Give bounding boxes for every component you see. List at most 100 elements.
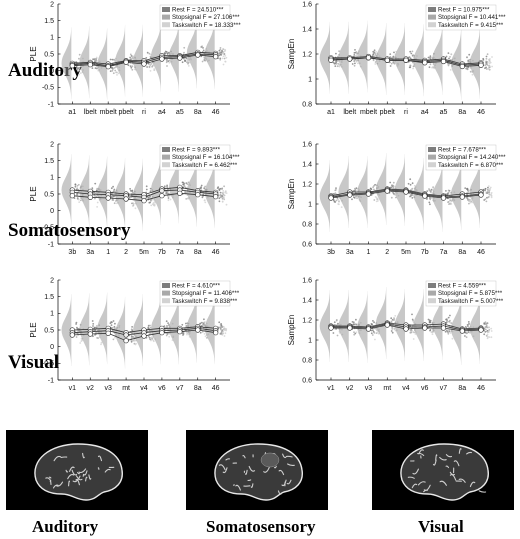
brain-outline — [214, 443, 303, 501]
series-mean-marker — [459, 194, 465, 200]
scatter-point — [491, 56, 493, 58]
scatter-point — [389, 56, 392, 58]
scatter-point — [446, 320, 448, 322]
scatter-point — [166, 65, 168, 67]
scatter-point — [132, 336, 135, 338]
scatter-point — [374, 63, 377, 65]
x-tick-label: 8a — [458, 385, 466, 392]
legend-entry: Stopsignal F = 5.875*** — [438, 290, 503, 297]
scatter-point — [490, 327, 493, 330]
scatter-point — [96, 201, 99, 204]
series-mean-marker — [422, 193, 428, 199]
scatter-point — [374, 183, 376, 186]
scatter-point — [484, 321, 487, 324]
violin-shape — [204, 292, 215, 365]
scatter-point — [221, 197, 224, 200]
scatter-point — [96, 337, 98, 339]
x-tick-label: v2 — [87, 385, 95, 392]
series-mean-marker — [105, 64, 111, 70]
scatter-point — [167, 199, 170, 202]
brain-icon — [34, 443, 123, 501]
scatter-point — [130, 328, 133, 331]
violin-shape — [115, 158, 126, 230]
scatter-point — [201, 321, 203, 324]
violin-shape — [186, 154, 197, 227]
scatter-point — [447, 331, 450, 334]
scatter-point — [332, 199, 335, 202]
scatter-point — [389, 53, 392, 55]
scatter-point — [483, 333, 486, 336]
scatter-point — [484, 67, 486, 70]
scatter-point — [221, 57, 224, 60]
scatter-point — [116, 74, 118, 76]
scatter-point — [430, 197, 433, 200]
scatter-point — [369, 188, 372, 190]
scatter-point — [185, 198, 188, 200]
scatter-point — [77, 198, 80, 201]
brain-sulcus — [218, 464, 226, 471]
scatter-point — [335, 187, 337, 190]
scatter-point — [76, 326, 78, 329]
brain-sulcus — [88, 474, 92, 480]
scatter-point — [109, 58, 112, 61]
brain-sulcus — [417, 452, 425, 457]
scatter-point — [374, 328, 377, 330]
scatter-point — [393, 319, 395, 321]
legend-swatch — [428, 162, 436, 168]
y-tick-label: 1.4 — [302, 26, 312, 33]
series-mean-marker — [422, 60, 428, 66]
brain-sulcus — [97, 467, 100, 470]
scatter-point — [149, 324, 151, 327]
y-tick-label: 0 — [50, 208, 54, 215]
scatter-point — [395, 196, 397, 199]
scatter-point — [355, 331, 358, 334]
legend-entry: Rest F = 9.893*** — [172, 147, 221, 154]
scatter-point — [219, 324, 222, 326]
legend-box — [159, 144, 231, 171]
scatter-point — [114, 69, 117, 72]
scatter-point — [225, 328, 228, 331]
x-tick-label: v2 — [346, 385, 354, 392]
y-tick-label: -0.5 — [42, 85, 54, 92]
scatter-point — [111, 69, 114, 72]
scatter-point — [133, 339, 136, 342]
scatter-point — [489, 61, 492, 64]
scatter-point — [370, 324, 373, 326]
legend-swatch — [162, 14, 170, 20]
scatter-point — [129, 56, 132, 59]
scatter-point — [76, 329, 79, 332]
series-mean-marker — [123, 338, 129, 344]
scatter-point — [467, 325, 469, 327]
scatter-point — [187, 62, 189, 65]
x-tick-label: 2 — [385, 249, 389, 256]
scatter-point — [334, 65, 337, 67]
legend-entry: Taskswitch F = 6.462*** — [172, 162, 238, 169]
scatter-point — [431, 331, 433, 333]
series-mean-marker — [440, 58, 447, 65]
scatter-point — [411, 197, 414, 199]
x-tick-label: 7a — [440, 249, 448, 256]
scatter-point — [351, 198, 353, 201]
scatter-point — [186, 59, 189, 61]
scatter-point — [334, 201, 337, 203]
brain-sulcus — [407, 476, 415, 479]
violin-shape — [151, 292, 161, 365]
brain-sulcus — [97, 455, 103, 462]
scatter-point — [429, 203, 431, 206]
brain-sulcus — [69, 466, 75, 472]
scatter-point — [91, 187, 94, 190]
y-tick-label: 1 — [50, 311, 54, 318]
scatter-point — [113, 190, 115, 193]
y-tick-label: -1 — [48, 241, 54, 248]
scatter-point — [110, 324, 113, 326]
series-mean-marker — [459, 328, 465, 334]
series-mean-marker — [328, 57, 334, 63]
scatter-point — [187, 198, 190, 200]
scatter-point — [412, 331, 415, 333]
scatter-point — [111, 58, 114, 61]
scatter-point — [223, 335, 226, 337]
scatter-point — [225, 192, 228, 195]
scatter-point — [75, 66, 78, 69]
legend-swatch — [162, 162, 170, 168]
